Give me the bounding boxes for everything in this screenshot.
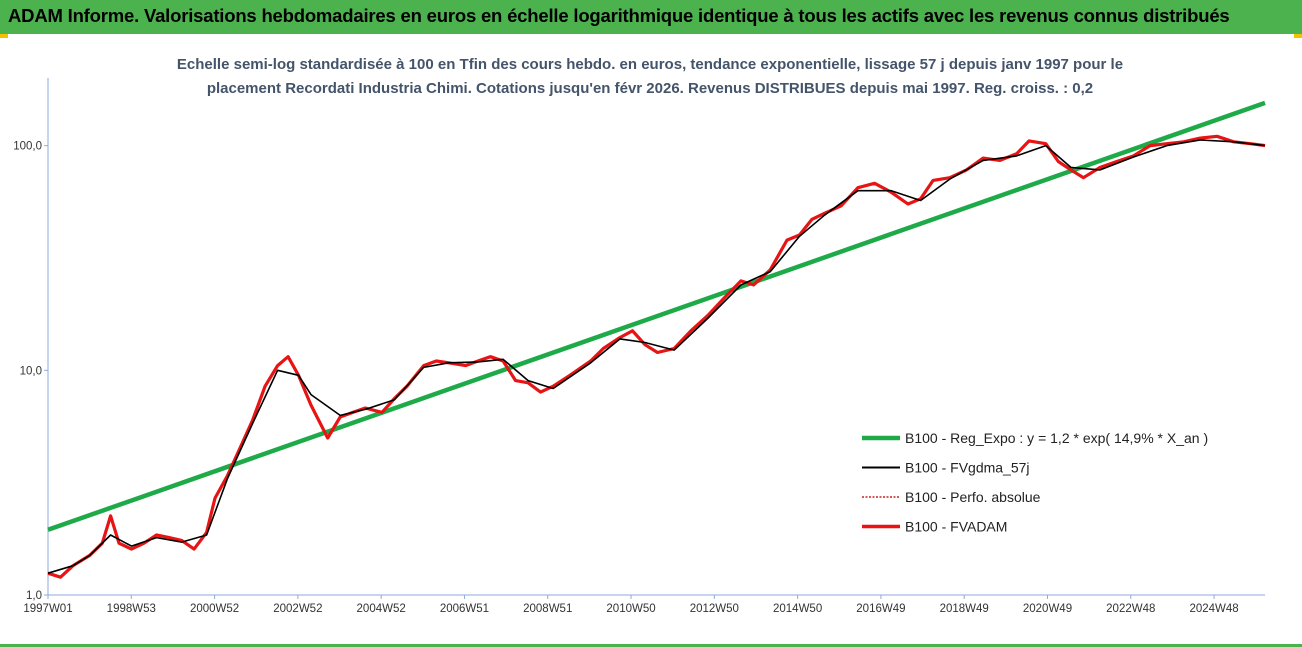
legend-label: B100 - FVgdma_57j — [905, 460, 1030, 476]
header-bar: ADAM Informe. Valorisations hebdomadaire… — [0, 0, 1302, 34]
series-fvgdma-line — [47, 139, 1266, 574]
corner-marker-left — [0, 34, 8, 38]
series-regression-line — [47, 100, 1266, 532]
x-tick-label: 2004W52 — [357, 603, 406, 615]
y-tick-label: 100,0 — [13, 141, 42, 153]
x-tick-label: 2002W52 — [273, 603, 322, 615]
bottom-border — [0, 644, 1302, 647]
chart-title-line1: Echelle semi-log standardisée à 100 en T… — [176, 56, 1124, 73]
x-tick-label: 1997W01 — [23, 603, 72, 615]
series-fvadam-line — [47, 134, 1266, 579]
x-tick-label: 2020W49 — [1023, 603, 1072, 615]
legend-label: B100 - Reg_Expo : y = 1,2 * exp( 14,9% *… — [905, 430, 1208, 446]
x-tick-label: 2010W50 — [606, 603, 655, 615]
legend-label: B100 - Perfo. absolue — [905, 489, 1041, 505]
y-tick-label: 1,0 — [26, 590, 42, 602]
x-tick-label: 2022W48 — [1106, 603, 1155, 615]
x-tick-label: 2014W50 — [773, 603, 822, 615]
x-tick-label: 2018W49 — [940, 603, 989, 615]
chart-title-line2: placement Recordati Industria Chimi. Cot… — [206, 80, 1094, 97]
corner-marker-right — [1294, 34, 1302, 38]
x-tick-label: 2008W51 — [523, 603, 572, 615]
series-perfo-line — [47, 135, 1266, 578]
x-tick-label: 2016W49 — [856, 603, 905, 615]
page-title: ADAM Informe. Valorisations hebdomadaire… — [8, 5, 1230, 26]
x-tick-label: 2000W52 — [190, 603, 239, 615]
legend-label: B100 - FVADAM — [905, 519, 1007, 535]
x-tick-label: 2024W48 — [1189, 603, 1238, 615]
x-tick-label: 2012W50 — [690, 603, 739, 615]
x-tick-label: 1998W53 — [107, 603, 156, 615]
x-tick-label: 2006W51 — [440, 603, 489, 615]
y-tick-label: 10,0 — [20, 365, 42, 377]
